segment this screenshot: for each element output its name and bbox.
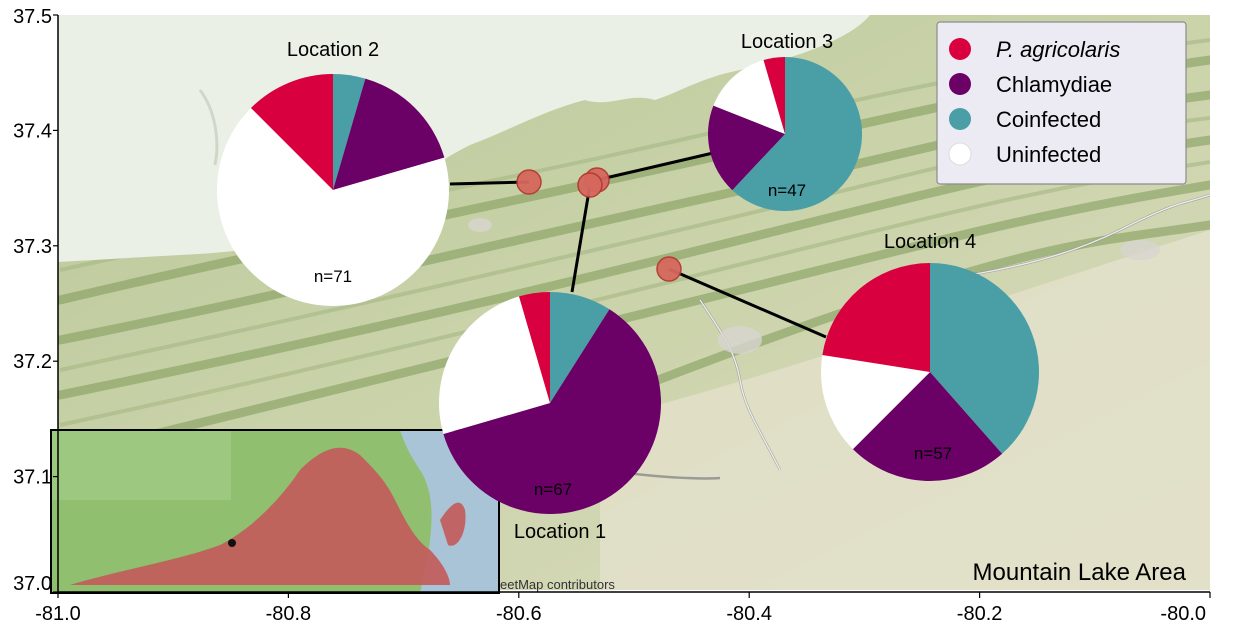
pie-slice-uninfected xyxy=(439,296,550,434)
pie-location-3: Location 3 n=47 xyxy=(708,31,862,211)
pie-slice-uninfected xyxy=(216,107,449,306)
legend-swatch xyxy=(949,38,971,60)
site-marker xyxy=(656,256,682,282)
y-tick-label: 37.4 xyxy=(13,120,52,142)
pie-count-label: n=71 xyxy=(314,267,352,286)
pie-slice-coinfected xyxy=(550,292,610,403)
pie-slice-chlamydiae xyxy=(443,309,661,515)
legend-swatch xyxy=(948,142,972,166)
pie-title: Location 3 xyxy=(741,31,833,53)
pie-count-label: n=47 xyxy=(768,181,806,200)
site-markers xyxy=(516,167,682,282)
y-axis: 37.5 37.4 37.3 37.2 37.1 37.0 xyxy=(13,6,58,595)
x-tick-label: -80.6 xyxy=(496,603,542,625)
pie-title: Location 1 xyxy=(514,521,606,543)
connector-line xyxy=(668,267,827,339)
x-tick-label: -81.0 xyxy=(35,603,81,625)
y-tick-label: 37.2 xyxy=(13,351,52,373)
pie-slice-p-agricolaris xyxy=(763,57,785,134)
pie-slice-chlamydiae xyxy=(852,372,1003,481)
site-marker xyxy=(577,172,603,198)
pie-location-1: Location 1 n=67 xyxy=(439,292,661,543)
pie-slice-chlamydiae xyxy=(708,105,785,191)
y-tick-label: 37.5 xyxy=(13,6,52,28)
pie-slice-chlamydiae xyxy=(333,78,445,190)
pie-title: Location 4 xyxy=(884,231,976,253)
pie-charts: Location 2 n=71 Location 3 n=47 Location 1 n=… xyxy=(216,31,1039,543)
legend: P. agricolaris Chlamydiae Coinfected Uninfe… xyxy=(936,21,1187,185)
x-tick-label: -80.8 xyxy=(266,603,312,625)
x-tick-label: -80.2 xyxy=(957,603,1003,625)
pie-connectors xyxy=(449,151,827,339)
site-marker xyxy=(516,169,542,195)
legend-swatch xyxy=(949,73,971,95)
y-tick-label: 37.3 xyxy=(13,236,52,258)
legend-swatch xyxy=(949,108,971,130)
pie-slice-p-agricolaris xyxy=(822,263,930,372)
pie-count-label: n=57 xyxy=(914,444,952,463)
connector-line xyxy=(570,184,592,293)
pie-count-label: n=67 xyxy=(534,480,572,499)
area-label: Mountain Lake Area xyxy=(973,559,1187,586)
pie-slice-p-agricolaris xyxy=(250,74,333,190)
connector-line xyxy=(449,180,530,186)
y-tick-label: 37.1 xyxy=(13,467,52,489)
legend-label: Uninfected xyxy=(996,142,1101,167)
pie-slice-uninfected xyxy=(821,354,930,450)
y-tick-label: 37.0 xyxy=(13,573,52,595)
legend-label: Coinfected xyxy=(996,107,1101,132)
pie-slice-coinfected xyxy=(732,57,862,211)
pie-slice-coinfected xyxy=(333,74,366,190)
legend-label: P. agricolaris xyxy=(996,37,1120,62)
pie-slice-p-agricolaris xyxy=(519,292,550,403)
map-credit: eetMap contributors xyxy=(500,577,615,592)
connector-line xyxy=(596,151,714,182)
pie-slice-coinfected xyxy=(930,263,1039,454)
inset-map-virginia xyxy=(50,429,500,594)
pie-location-2: Location 2 n=71 xyxy=(216,39,449,306)
x-tick-label: -80.0 xyxy=(1160,603,1206,625)
legend-label: Chlamydiae xyxy=(996,72,1112,97)
pie-title: Location 2 xyxy=(287,39,379,61)
x-tick-label: -80.4 xyxy=(726,603,772,625)
x-axis: -81.0 -80.8 -80.6 -80.4 -80.2 -80.0 xyxy=(35,592,1211,625)
pie-location-4: Location 4 n=57 xyxy=(821,231,1039,481)
pie-slice-uninfected xyxy=(713,60,785,134)
